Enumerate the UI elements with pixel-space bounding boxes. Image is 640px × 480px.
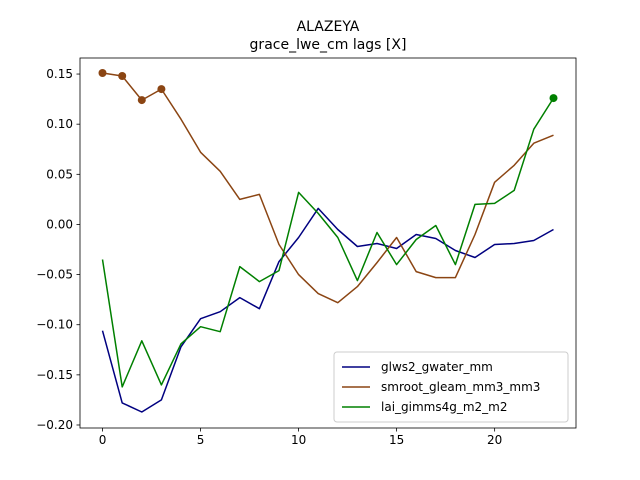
chart-subtitle: grace_lwe_cm lags [X] [250,37,407,53]
y-tick-label: −0.15 [36,368,73,382]
y-tick-label: −0.05 [36,268,73,282]
legend-label: lai_gimms4g_m2_m2 [381,400,508,414]
x-tick-label: 0 [99,433,107,447]
x-tick-label: 5 [197,433,205,447]
series-marker-smroot_gleam_mm3_mm3 [98,69,107,77]
legend-label: glws2_gwater_mm [381,360,493,374]
x-tick-label: 20 [487,433,502,447]
series-line-glws2_gwater_mm [101,207,554,413]
series-layer [98,69,558,413]
y-tick-label: 0.05 [46,167,73,181]
plot-frame [79,57,577,429]
chart-title: ALAZEYA [297,19,360,35]
series-line-lai_gimms4g_m2_m2 [101,97,555,388]
y-tick-label: 0.15 [46,67,73,81]
y-tick-label: 0.00 [46,217,73,231]
series-marker-smroot_gleam_mm3_mm3 [157,85,166,94]
x-tick-label: 10 [291,433,306,447]
x-tick-label: 15 [389,433,404,447]
series-marker-smroot_gleam_mm3_mm3 [118,72,127,80]
y-tick-label: 0.10 [46,117,73,131]
series-line-smroot_gleam_mm3_mm3 [102,72,554,304]
legend-frame [333,351,569,423]
legend-label: smroot_gleam_mm3_mm3 [381,380,540,394]
axes-layer: 0 5 10 15 20 −0.20 −0.15 −0.10 −0.05 0.00 0.05 0.10… [36,57,577,447]
y-tick-label: −0.20 [36,418,73,432]
y-tick-label: −0.10 [36,318,73,332]
legend: glws2_gwater_mm smroot_gleam_mm3_mm3 lai_g… [333,351,569,423]
series-marker-lai_gimms4g_m2_m2 [549,94,558,103]
series-marker-smroot_gleam_mm3_mm3 [137,96,146,105]
